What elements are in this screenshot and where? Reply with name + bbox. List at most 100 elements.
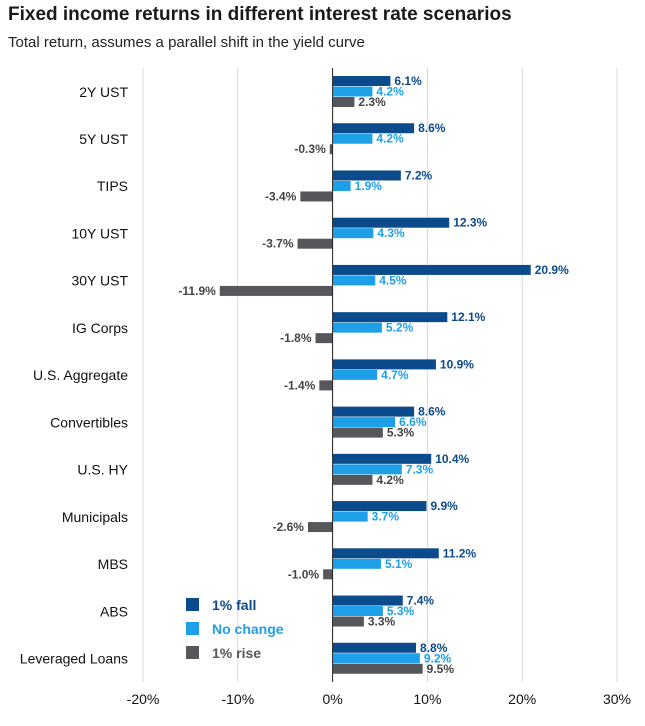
category-label: 30Y UST bbox=[71, 273, 128, 289]
bar bbox=[332, 606, 383, 617]
data-label: 10.4% bbox=[435, 452, 469, 466]
data-label: 7.2% bbox=[405, 168, 433, 182]
data-label: 7.4% bbox=[407, 594, 435, 608]
data-label: 9.2% bbox=[424, 651, 452, 665]
category-label: 5Y UST bbox=[79, 131, 128, 147]
data-label: 6.1% bbox=[394, 74, 422, 88]
bar bbox=[332, 76, 391, 86]
bar bbox=[297, 238, 333, 249]
bar bbox=[332, 453, 432, 464]
x-tick-label: 20% bbox=[508, 691, 536, 707]
data-label: 1.9% bbox=[355, 179, 383, 193]
category-label: IG Corps bbox=[72, 320, 128, 336]
bar bbox=[332, 133, 373, 144]
category-label: U.S. HY bbox=[77, 462, 128, 478]
legend-label: 1% rise bbox=[212, 645, 261, 661]
bar bbox=[332, 464, 402, 475]
data-label: 2.3% bbox=[358, 95, 386, 109]
data-label: 12.3% bbox=[453, 216, 487, 230]
category-label: ABS bbox=[100, 603, 128, 619]
data-label: -1.0% bbox=[288, 567, 320, 581]
category-label: TIPS bbox=[97, 178, 128, 194]
bar bbox=[332, 264, 531, 275]
bar bbox=[329, 144, 333, 155]
data-label: 5.1% bbox=[385, 557, 413, 571]
data-label: 5.3% bbox=[387, 604, 415, 618]
data-label: 10.9% bbox=[440, 357, 474, 371]
data-label: 9.9% bbox=[430, 499, 458, 513]
bar bbox=[332, 642, 417, 653]
data-label: 9.5% bbox=[427, 662, 455, 676]
bar bbox=[332, 511, 368, 522]
x-tick-label: -10% bbox=[221, 691, 254, 707]
data-label: 6.6% bbox=[399, 415, 427, 429]
data-label: 7.3% bbox=[406, 462, 434, 476]
legend-swatch bbox=[186, 646, 199, 659]
data-label: -0.3% bbox=[294, 142, 326, 156]
bar bbox=[332, 663, 423, 674]
grid-lines bbox=[142, 68, 618, 682]
bar bbox=[332, 406, 415, 417]
bars bbox=[219, 76, 531, 674]
legend-label: 1% fall bbox=[212, 597, 256, 613]
legend-swatch bbox=[186, 622, 199, 635]
bar bbox=[332, 180, 351, 191]
data-label: 12.1% bbox=[451, 310, 485, 324]
category-label: 10Y UST bbox=[71, 225, 128, 241]
bar bbox=[219, 285, 333, 296]
data-label: 20.9% bbox=[535, 263, 569, 277]
category-label: Leveraged Loans bbox=[20, 651, 128, 667]
bar bbox=[332, 548, 439, 559]
legend-swatch bbox=[186, 598, 199, 611]
bar bbox=[332, 217, 450, 228]
bar bbox=[332, 417, 396, 428]
x-tick-labels: -20% -10% 0% 10% 20% 30% bbox=[127, 691, 631, 707]
bar bbox=[332, 474, 373, 485]
category-label: U.S. Aggregate bbox=[33, 367, 128, 383]
category-label: MBS bbox=[98, 556, 128, 572]
bar bbox=[332, 123, 415, 134]
data-label: 3.7% bbox=[372, 510, 400, 524]
bar bbox=[332, 616, 364, 627]
bar bbox=[332, 275, 376, 286]
category-labels: 2Y UST 5Y UST TIPS 10Y UST 30Y UST IG Corps U.… bbox=[20, 84, 129, 667]
bar bbox=[300, 191, 333, 202]
x-tick-label: -20% bbox=[127, 691, 160, 707]
bar bbox=[332, 228, 374, 239]
bar bbox=[332, 653, 420, 664]
data-label: -11.9% bbox=[178, 284, 216, 298]
data-label: 11.2% bbox=[443, 546, 477, 560]
data-label: 4.2% bbox=[376, 132, 404, 146]
data-label: -1.8% bbox=[280, 331, 312, 345]
bar bbox=[332, 501, 427, 512]
x-tick-label: 30% bbox=[603, 691, 631, 707]
bar bbox=[332, 595, 403, 606]
x-tick-label: 0% bbox=[322, 691, 342, 707]
data-label: 4.5% bbox=[379, 273, 407, 287]
bar bbox=[315, 333, 333, 344]
data-label: 4.7% bbox=[381, 368, 409, 382]
bar bbox=[323, 569, 333, 580]
bar bbox=[332, 322, 382, 333]
category-label: 2Y UST bbox=[79, 84, 128, 100]
data-label: -3.4% bbox=[265, 189, 297, 203]
data-label: 4.2% bbox=[376, 85, 404, 99]
data-label: -2.6% bbox=[273, 520, 305, 534]
data-label: 4.2% bbox=[376, 473, 404, 487]
data-label: -1.4% bbox=[284, 378, 316, 392]
data-label: 8.6% bbox=[418, 121, 446, 135]
legend-label: No change bbox=[212, 621, 284, 637]
bar bbox=[307, 522, 333, 533]
data-label: 3.3% bbox=[368, 615, 396, 629]
bar bbox=[332, 369, 378, 380]
data-label: 5.2% bbox=[386, 321, 414, 335]
legend: 1% fall No change 1% rise bbox=[186, 597, 284, 661]
data-label: 8.8% bbox=[420, 641, 448, 655]
bar bbox=[332, 359, 436, 370]
value-labels: 6.1%4.2%2.3%8.6%4.2%-0.3%7.2%1.9%-3.4%12… bbox=[178, 74, 569, 676]
bar bbox=[332, 86, 373, 97]
bar bbox=[319, 380, 333, 391]
data-label: -3.7% bbox=[262, 237, 294, 251]
bar bbox=[332, 312, 448, 323]
